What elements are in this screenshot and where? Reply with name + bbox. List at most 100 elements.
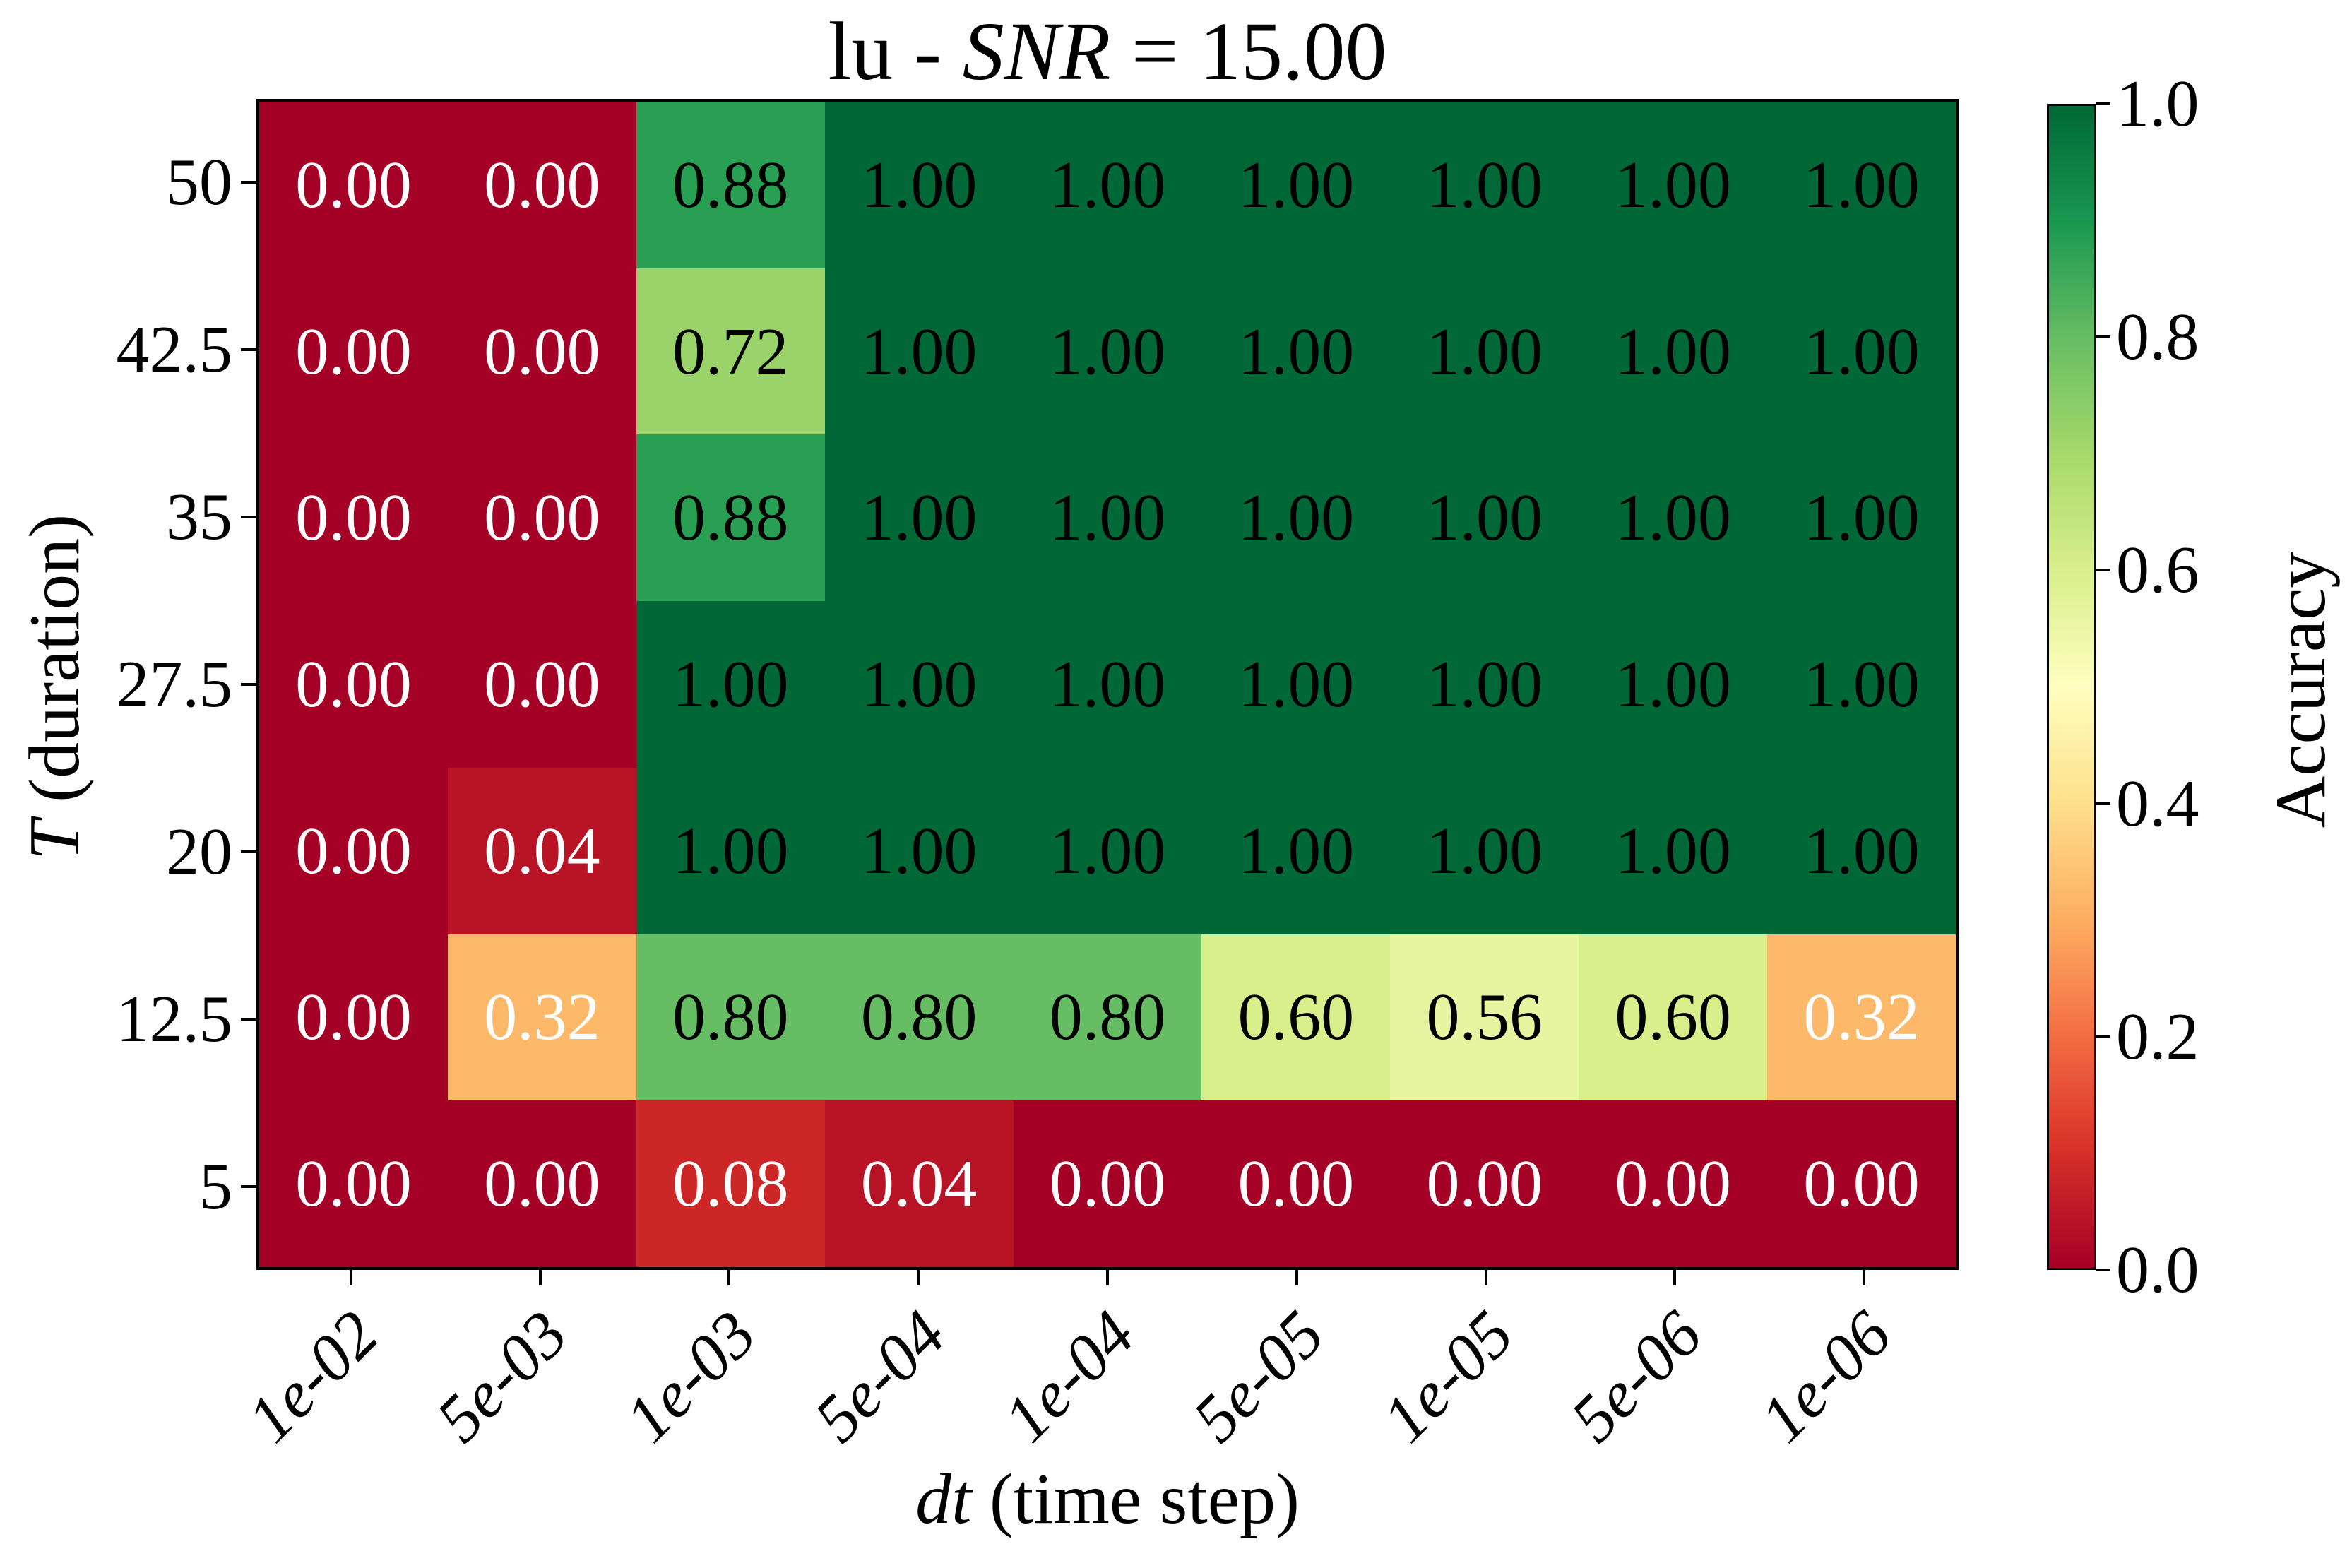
heatmap-cell: 1.00: [1013, 268, 1202, 435]
y-tick-label: 35: [166, 480, 232, 554]
colorbar-tick-mark: [2096, 802, 2110, 805]
x-tick-label: 5e-05: [1179, 1297, 1338, 1456]
heatmap-cell: 1.00: [1767, 268, 1956, 435]
heatmap-cell: 1.00: [1767, 102, 1956, 268]
heatmap-cell: 0.60: [1579, 934, 1768, 1101]
x-tick-mark: [538, 1270, 542, 1285]
heatmap-cell: 1.00: [824, 102, 1014, 268]
heatmap-cell: 0.32: [1767, 934, 1956, 1101]
heatmap-cell: 1.00: [1013, 767, 1202, 934]
heatmap-cell: 1.00: [1201, 102, 1391, 268]
heatmap-cell: 0.04: [447, 767, 636, 934]
x-tick-label: 1e-06: [1746, 1297, 1906, 1456]
heatmap-cell: 1.00: [1390, 102, 1579, 268]
y-tick-mark: [241, 1184, 256, 1188]
heatmap-cell: 1.00: [1767, 434, 1956, 602]
y-tick-mark: [241, 516, 256, 519]
heatmap-cell: 1.00: [1201, 434, 1391, 602]
y-tick-mark: [241, 683, 256, 686]
colorbar: [2047, 104, 2096, 1270]
heatmap-cell: 0.00: [447, 268, 636, 435]
heatmap-cell: 1.00: [1767, 601, 1956, 768]
colorbar-tick-label: 0.2: [2116, 999, 2199, 1074]
heatmap-cell: 1.00: [1201, 601, 1391, 768]
heatmap-cell: 1.00: [824, 268, 1014, 435]
heatmap-cell: 1.00: [1013, 102, 1202, 268]
heatmap-cell: 0.00: [259, 1100, 448, 1267]
x-tick-label: 5e-03: [422, 1297, 581, 1456]
y-tick-label: 5: [199, 1149, 232, 1223]
y-tick-mark: [241, 850, 256, 853]
x-tick-label: 1e-04: [990, 1297, 1149, 1456]
title-snr-var: SNR: [962, 5, 1111, 97]
heatmap-cell: 0.00: [259, 934, 448, 1101]
x-tick-mark: [1484, 1270, 1487, 1285]
heatmap-cell: 0.00: [447, 601, 636, 768]
heatmap-cell: 1.00: [824, 434, 1014, 602]
heatmap-cell: 0.00: [1201, 1100, 1391, 1267]
heatmap-cell: 1.00: [1390, 268, 1579, 435]
y-tick-mark: [241, 1017, 256, 1021]
heatmap-cell: 0.00: [259, 434, 448, 602]
colorbar-tick-mark: [2096, 569, 2110, 572]
colorbar-tick-mark: [2096, 1269, 2110, 1271]
heatmap-cell: 0.88: [636, 434, 825, 602]
colorbar-tick-label: 0.6: [2116, 533, 2199, 607]
y-tick-label: 20: [166, 814, 232, 889]
heatmap-cell: 0.00: [447, 434, 636, 602]
colorbar-tick-label: 0.4: [2116, 766, 2199, 841]
heatmap-cell: 1.00: [1390, 434, 1579, 602]
y-tick-label: 27.5: [116, 648, 233, 721]
heatmap-cell: 0.80: [824, 934, 1014, 1101]
x-tick-mark: [727, 1270, 731, 1285]
heatmap-cell: 1.00: [1579, 767, 1768, 934]
heatmap-cell: 0.00: [1579, 1100, 1768, 1267]
chart-title: lu - SNR = 15.00: [256, 6, 1959, 97]
x-tick-label: 5e-06: [1557, 1297, 1716, 1456]
heatmap-cell: 1.00: [1390, 601, 1579, 768]
heatmap-cell: 1.00: [1579, 268, 1768, 435]
heatmap-cell: 0.56: [1390, 934, 1579, 1101]
x-tick-mark: [917, 1270, 920, 1285]
x-tick-mark: [349, 1270, 352, 1285]
heatmap-cell: 0.00: [1013, 1100, 1202, 1267]
colorbar-tick-mark: [2096, 335, 2110, 339]
title-prefix: lu -: [828, 5, 963, 97]
heatmap-cell: 1.00: [824, 767, 1014, 934]
heatmap-cell: 0.32: [447, 934, 636, 1101]
x-tick-mark: [1106, 1270, 1109, 1285]
heatmap-cell: 0.00: [259, 268, 448, 435]
heatmap-cell: 1.00: [636, 601, 825, 768]
x-tick-mark: [1673, 1270, 1677, 1285]
x-tick-label: 1e-05: [1367, 1297, 1527, 1456]
heatmap-cell: 0.00: [259, 102, 448, 268]
x-tick-mark: [1295, 1270, 1298, 1285]
heatmap-cell: 1.00: [1013, 601, 1202, 768]
heatmap-cell: 0.80: [1013, 934, 1202, 1101]
colorbar-tick-mark: [2096, 1035, 2110, 1038]
heatmap-cell: 0.88: [636, 102, 825, 268]
heatmap-cell: 1.00: [1013, 434, 1202, 602]
heatmap-cell: 0.00: [1390, 1100, 1579, 1267]
y-tick-mark: [241, 181, 256, 184]
heatmap-cell: 1.00: [1767, 767, 1956, 934]
x-tick-mark: [1863, 1270, 1866, 1285]
colorbar-tick-label: 0.8: [2116, 300, 2199, 374]
heatmap-cell: 0.00: [1767, 1100, 1956, 1267]
colorbar-tick-label: 0.0: [2116, 1233, 2199, 1307]
heatmap-cell: 1.00: [1201, 268, 1391, 435]
y-tick-label: 12.5: [116, 982, 233, 1056]
heatmap-cell: 0.08: [636, 1100, 825, 1267]
heatmap-cell: 1.00: [1579, 434, 1768, 602]
y-tick-mark: [241, 348, 256, 352]
y-tick-label: 42.5: [116, 313, 233, 387]
x-tick-label: 1e-03: [611, 1297, 771, 1456]
colorbar-tick-label: 1.0: [2116, 67, 2199, 141]
heatmap-cell: 1.00: [1579, 601, 1768, 768]
heatmap-cell: 1.00: [1579, 102, 1768, 268]
y-tick-label: 50: [166, 145, 232, 220]
heatmap-cell: 1.00: [636, 767, 825, 934]
heatmap-cell: 0.60: [1201, 934, 1391, 1101]
title-value: = 15.00: [1110, 5, 1387, 97]
heatmap-cell: 1.00: [824, 601, 1014, 768]
